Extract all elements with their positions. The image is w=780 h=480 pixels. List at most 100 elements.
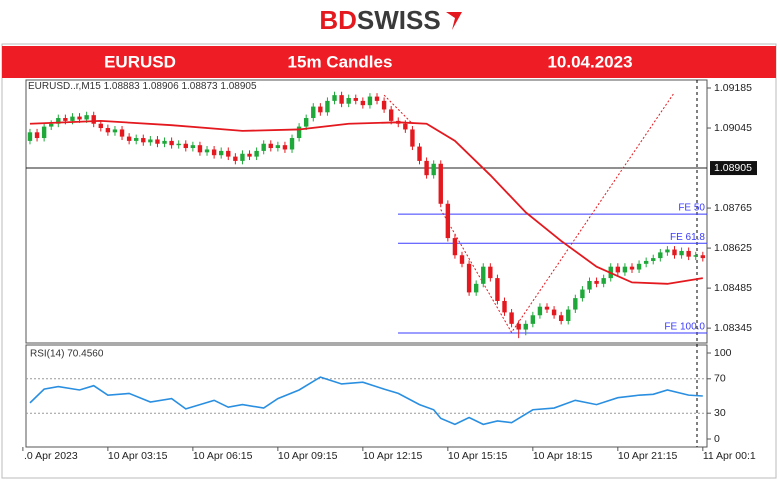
candle-body (41, 126, 47, 139)
candle-body (566, 309, 571, 321)
candle-body (325, 100, 330, 113)
x-tick-label: 10 Apr 09:15 (278, 450, 338, 462)
price-panel (25, 79, 708, 344)
rsi-label: RSI(14) 70.4560 (30, 349, 104, 360)
x-tick-label: 10 Apr 12:15 (363, 450, 423, 462)
banner-date: 10.04.2023 (547, 52, 632, 71)
candle-body (459, 255, 465, 264)
candle-body (318, 106, 323, 113)
candle-body (346, 98, 351, 104)
candle-body (289, 138, 295, 150)
candle-body (141, 138, 146, 143)
candle-body (629, 266, 635, 270)
candle-body (431, 163, 436, 176)
candle-body (665, 249, 670, 253)
logo-part: SWISS (357, 5, 441, 35)
candle-body (112, 129, 118, 133)
y-tick-label: 1.09185 (714, 82, 752, 94)
candle-body (537, 306, 543, 316)
candle-body (658, 252, 663, 259)
candle-body (119, 129, 125, 137)
candle-body (438, 163, 443, 204)
candle-body (169, 140, 174, 146)
candle-body (204, 149, 210, 153)
candle-body (268, 143, 273, 149)
fe-label: FE 100.0 (664, 322, 705, 333)
candle-body (275, 145, 281, 149)
candle-body (509, 312, 514, 324)
y-tick-label: 1.08485 (714, 282, 752, 294)
candle-body (105, 128, 111, 133)
candle-body (332, 95, 337, 101)
candle-body (417, 146, 422, 161)
candle-body (495, 278, 500, 301)
candle-body (211, 149, 217, 156)
candle-body (226, 150, 231, 157)
candle-body (77, 116, 82, 120)
candle-body (523, 323, 528, 330)
y-tick-label: 1.08625 (714, 242, 752, 254)
candle-body (693, 255, 698, 257)
candle-body (63, 118, 68, 121)
price-header: EURUSD..r,M15 1.08883 1.08906 1.08873 1.… (28, 81, 257, 92)
fe-label: FE 61.8 (670, 232, 705, 243)
candle-body (190, 145, 196, 149)
candle-body (481, 266, 486, 284)
candle-body (183, 143, 188, 149)
candle-body (282, 145, 288, 150)
candle-body (155, 139, 160, 144)
candle-body (587, 280, 592, 290)
frame (1, 43, 777, 479)
moving-average (29, 119, 703, 285)
candle-body (558, 315, 564, 321)
candle-body (452, 238, 458, 256)
candle-body (544, 306, 550, 310)
candle-body (410, 129, 415, 147)
ohlc-value: 1.08906 (143, 81, 180, 92)
ohlc-value: 1.08905 (220, 81, 257, 92)
x-tick-label: 10 Apr 18:15 (533, 450, 593, 462)
candle-body (615, 266, 621, 273)
candle-body (686, 250, 691, 257)
candle-body (148, 139, 153, 143)
candle-body (643, 260, 649, 264)
candle-body (27, 132, 33, 141)
candle-body (488, 266, 493, 279)
logo-arrow (446, 12, 462, 30)
y-tick-label: 30 (714, 407, 726, 419)
candle-body (360, 100, 366, 106)
candle-body (353, 98, 358, 101)
candle-body (473, 283, 479, 293)
candle-body (424, 160, 429, 176)
x-tick-label: 10 Apr 21:15 (618, 450, 678, 462)
last-price-label: 1.08905 (714, 162, 752, 174)
candle-body (176, 143, 181, 146)
banner (2, 46, 776, 78)
candle-body (197, 145, 203, 153)
candle-body (403, 123, 408, 130)
candle-body (126, 136, 132, 141)
candle-body (218, 150, 224, 156)
candle-body (445, 203, 451, 239)
symbol-label: EURUSD..r,M15 (28, 81, 101, 92)
candle-body (240, 153, 245, 161)
logo-part: BD (319, 5, 357, 35)
x-tick-label: 10 Apr 03:15 (108, 450, 168, 462)
candle-body (601, 278, 606, 284)
x-tick-label: .0 Apr 2023 (24, 450, 78, 462)
y-tick-label: 1.08765 (714, 202, 752, 214)
y-tick-label: 1.09045 (714, 122, 752, 134)
candle-body (573, 298, 578, 310)
rsi-panel (25, 344, 708, 448)
candle-body (672, 249, 677, 256)
candle-body (247, 153, 252, 157)
candle-body (339, 95, 344, 104)
candle-body (580, 289, 585, 299)
candle-body (651, 258, 656, 261)
x-tick-label: 10 Apr 06:15 (193, 450, 253, 462)
candle-body (98, 123, 103, 129)
candle-body (530, 315, 536, 324)
candle-body (381, 100, 387, 110)
